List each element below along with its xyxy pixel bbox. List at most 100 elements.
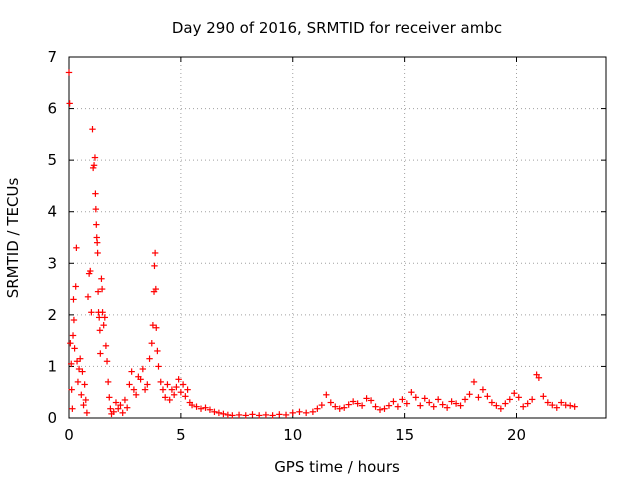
data-point: [282, 411, 290, 419]
data-point: [126, 381, 133, 388]
data-point: [262, 411, 270, 419]
data-point: [179, 381, 187, 388]
data-point: [144, 381, 151, 388]
data-point: [540, 393, 547, 400]
data-point: [479, 386, 487, 393]
data-point: [327, 399, 334, 406]
y-tick-label: 1: [47, 357, 57, 375]
data-point: [94, 249, 101, 257]
data-point: [544, 399, 552, 406]
x-tick-label: 0: [64, 426, 74, 444]
data-point: [571, 403, 578, 410]
data-point: [123, 404, 131, 411]
data-point: [166, 396, 173, 404]
data-point: [372, 403, 379, 410]
data-point: [128, 368, 135, 375]
data-point: [434, 396, 442, 403]
data-point: [132, 391, 140, 398]
x-tick-label: 5: [176, 426, 186, 444]
data-point: [98, 285, 106, 293]
data-point: [421, 395, 428, 402]
data-point: [349, 398, 357, 405]
data-point: [466, 391, 473, 398]
data-point: [170, 391, 178, 398]
data-point: [426, 399, 433, 406]
data-point: [399, 396, 406, 403]
data-point: [141, 386, 149, 393]
data-point: [68, 386, 75, 393]
data-point: [202, 404, 209, 411]
data-point: [149, 321, 157, 329]
data-point: [363, 395, 370, 402]
data-point: [390, 398, 397, 405]
data-point: [159, 386, 167, 393]
data-point: [341, 404, 348, 411]
data-point: [82, 396, 89, 404]
plot-frame: [68, 56, 607, 419]
data-point: [117, 401, 124, 409]
data-point: [188, 401, 196, 409]
data-point: [112, 399, 120, 406]
data-point: [78, 391, 85, 398]
data-point: [354, 400, 361, 407]
data-point: [81, 381, 88, 388]
x-tick-label: 15: [395, 426, 414, 444]
data-point: [177, 389, 185, 396]
y-tick-label: 7: [47, 48, 57, 66]
data-point: [92, 190, 99, 197]
data-point: [137, 376, 144, 383]
data-point: [296, 408, 303, 416]
data-point: [309, 408, 317, 416]
data-point: [103, 358, 111, 365]
data-point: [67, 340, 74, 347]
data-point: [151, 249, 159, 257]
chart-title: Day 290 of 2016, SRMTID for receiver amb…: [172, 19, 502, 37]
data-point: [385, 402, 393, 409]
data-point: [417, 402, 424, 409]
data-point: [102, 342, 110, 349]
data-point: [535, 374, 543, 381]
data-point: [249, 411, 256, 418]
data-point: [314, 405, 321, 412]
x-axis-label: GPS time / hours: [274, 458, 400, 476]
data-point: [206, 406, 214, 413]
data-point: [484, 393, 491, 400]
data-point: [80, 401, 87, 409]
data-point: [403, 400, 411, 407]
data-point: [70, 316, 78, 324]
data-point: [70, 296, 77, 303]
data-point: [345, 401, 352, 408]
data-point: [162, 394, 169, 401]
data-point: [502, 400, 509, 407]
y-tick-label: 6: [47, 100, 57, 118]
data-point: [110, 408, 117, 416]
data-point: [90, 162, 98, 169]
data-point: [511, 390, 518, 397]
data-point: [104, 378, 112, 386]
data-point: [89, 126, 96, 133]
data-point: [242, 412, 249, 419]
data-point: [130, 386, 138, 393]
data-point: [549, 401, 556, 409]
data-point: [100, 321, 107, 329]
data-point: [567, 402, 574, 409]
data-point: [153, 324, 160, 331]
y-tick-label: 5: [47, 151, 57, 169]
data-point: [412, 394, 420, 401]
data-point: [452, 400, 460, 407]
data-points-layer: [65, 69, 578, 419]
data-point: [558, 399, 565, 406]
data-point: [408, 389, 415, 396]
data-point: [302, 409, 310, 417]
data-point: [87, 267, 94, 275]
x-tick-label: 10: [283, 426, 302, 444]
data-point: [336, 405, 343, 412]
data-point: [488, 399, 496, 406]
data-point: [515, 394, 522, 401]
data-point: [154, 347, 161, 355]
data-point: [76, 355, 84, 362]
data-point: [197, 405, 205, 412]
